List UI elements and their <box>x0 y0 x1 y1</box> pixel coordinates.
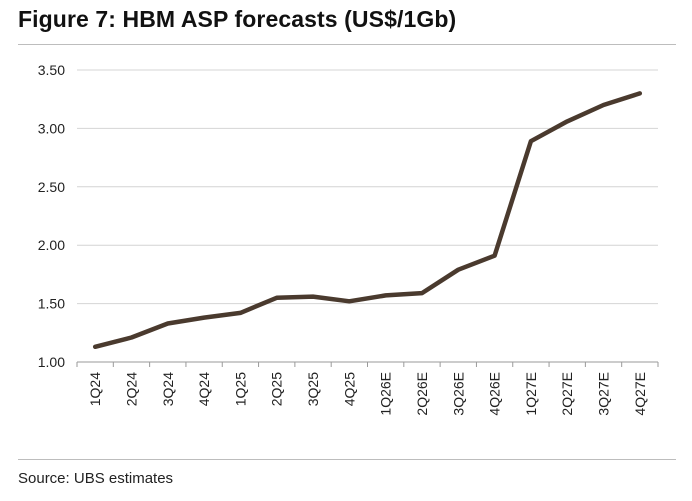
y-tick-label: 3.50 <box>38 62 65 78</box>
source-divider <box>18 459 676 460</box>
x-tick-label: 1Q27E <box>523 372 539 416</box>
x-tick-label: 2Q27E <box>559 372 575 416</box>
x-tick-label: 2Q24 <box>123 372 139 406</box>
series-line <box>92 91 643 350</box>
x-tick-label: 4Q24 <box>196 372 212 406</box>
y-tick-label: 3.00 <box>38 120 65 136</box>
y-tick-label: 2.00 <box>38 237 65 253</box>
chart-title: Figure 7: HBM ASP forecasts (US$/1Gb) <box>18 6 457 32</box>
x-tick-label: 4Q25 <box>341 372 357 406</box>
x-tick-label: 3Q25 <box>305 372 321 406</box>
y-tick-label: 2.50 <box>38 179 65 195</box>
x-tick-label: 1Q24 <box>87 372 103 406</box>
x-tick-label: 2Q25 <box>269 372 285 406</box>
x-tick-label: 3Q27E <box>596 372 612 416</box>
x-tick-label: 4Q26E <box>487 372 503 416</box>
source-note: Source: UBS estimates <box>18 470 174 487</box>
x-tick-label: 3Q24 <box>160 372 176 406</box>
x-tick-label: 2Q26E <box>414 372 430 416</box>
x-tick-label: 1Q25 <box>232 372 248 406</box>
y-tick-label: 1.00 <box>38 354 65 370</box>
line-chart: 1.00 1.50 2.00 2.50 3.00 3.50 1Q24 2Q24 3Q24 4Q24… <box>38 62 659 416</box>
title-divider <box>18 44 676 45</box>
x-tick-label: 1Q26E <box>378 372 394 416</box>
x-tick-label: 4Q27E <box>632 372 648 416</box>
x-tick-label: 3Q26E <box>450 372 466 416</box>
y-tick-label: 1.50 <box>38 296 65 312</box>
